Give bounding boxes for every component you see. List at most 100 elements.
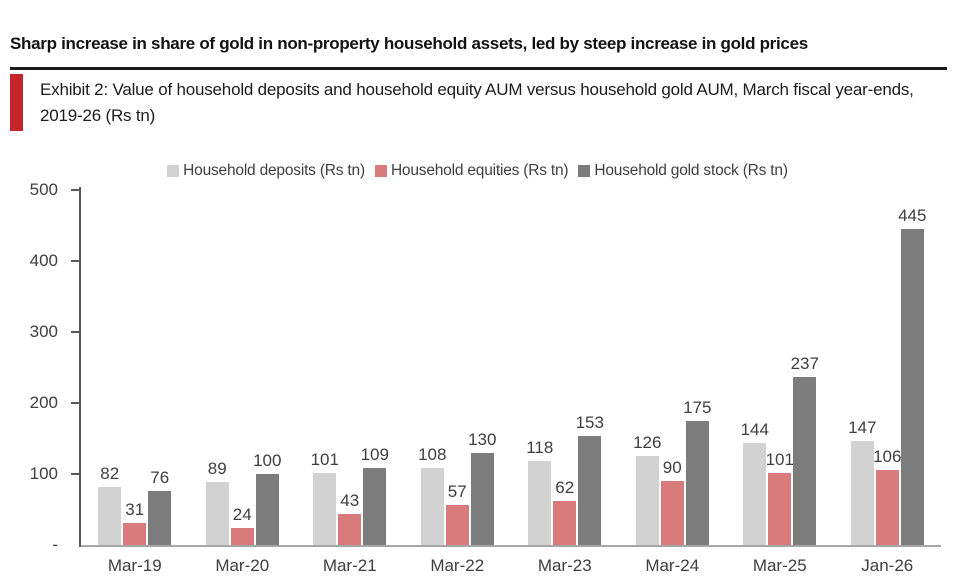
y-tick-label: -	[52, 535, 58, 554]
bar-group-mar-25: 144 101 237	[740, 353, 819, 545]
bar-column: 89	[205, 458, 229, 545]
bar-column: 237	[790, 353, 819, 545]
bar	[685, 420, 709, 545]
y-axis-line	[79, 187, 81, 547]
bar	[230, 527, 254, 545]
bar-column: 109	[360, 444, 389, 545]
bar-data-label: 118	[526, 438, 554, 458]
bar	[445, 504, 469, 545]
legend-label: Household deposits (Rs tn)	[183, 162, 365, 179]
bar-column: 101	[765, 450, 794, 545]
bar	[420, 468, 444, 545]
bar-data-label: 90	[662, 458, 682, 478]
bar-data-label: 108	[418, 445, 447, 465]
plot-area: 82 31 76 89 24 100 101 43 109 108 57 130 118 62 153 126…	[81, 190, 941, 547]
bar	[338, 514, 362, 545]
bar	[793, 376, 817, 545]
x-tick-label: Mar-21	[322, 556, 377, 575]
bar-column: 108	[418, 445, 447, 545]
bar-column: 147	[848, 417, 877, 545]
legend-label: Household equities (Rs tn)	[390, 162, 569, 179]
bar	[553, 500, 577, 545]
y-tick-label: 200	[29, 393, 58, 412]
bar	[528, 461, 552, 545]
legend-marker-icon	[167, 165, 180, 177]
bar-group-mar-23: 118 62 153	[526, 413, 604, 545]
y-tick-label: 400	[29, 251, 58, 270]
bar-column: 43	[338, 491, 362, 545]
bar-column: 24	[230, 505, 254, 545]
x-tick-label: Mar-23	[537, 556, 592, 575]
y-tick-mark	[71, 402, 80, 404]
bar-data-label: 82	[100, 463, 120, 483]
bar-data-label: 62	[555, 477, 575, 497]
bar	[313, 473, 337, 545]
bar-column: 62	[553, 477, 577, 545]
bar-data-label: 237	[790, 353, 819, 373]
bar	[123, 523, 147, 545]
bar-data-label: 100	[253, 451, 282, 470]
bar-column: 175	[683, 397, 712, 545]
bar-data-label: 101	[765, 450, 794, 470]
bar-column: 57	[445, 482, 469, 545]
y-tick-label: 300	[29, 322, 58, 341]
bar-data-label: 126	[633, 432, 662, 452]
title-divider	[10, 67, 947, 70]
bar-column: 130	[468, 430, 496, 545]
bar-group-mar-20: 89 24 100	[205, 451, 282, 545]
bar	[255, 474, 279, 545]
y-tick-label: 100	[29, 464, 58, 483]
bar	[578, 436, 602, 545]
bar-column: 445	[898, 206, 926, 545]
bar-group-mar-19: 82 31 76	[98, 463, 172, 545]
page-title: Sharp increase in share of gold in non-p…	[10, 34, 808, 53]
bar-data-label: 144	[740, 419, 769, 439]
bar	[98, 486, 122, 545]
y-tick-mark	[71, 473, 80, 475]
bar-group-mar-22: 108 57 130	[418, 430, 496, 545]
bar-data-label: 106	[873, 446, 902, 466]
bar	[768, 473, 792, 545]
y-tick-mark	[71, 260, 80, 262]
bar-group-jan-26: 147 106 445	[848, 206, 926, 545]
legend-label: Household gold stock (Rs tn)	[594, 162, 788, 179]
bar-data-label: 89	[207, 458, 227, 478]
bar	[850, 440, 874, 545]
bar	[635, 455, 659, 545]
bar-data-label: 109	[360, 444, 389, 464]
x-tick-label: Mar-19	[107, 556, 162, 575]
bar-data-label: 175	[683, 397, 712, 417]
exhibit-accent-bar	[10, 74, 23, 131]
y-tick-mark	[71, 189, 80, 191]
x-tick-label: Mar-20	[215, 556, 270, 575]
bar-data-label: 147	[848, 417, 877, 437]
bar-group-mar-24: 126 90 175	[633, 397, 712, 545]
bar-column: 118	[526, 438, 554, 545]
y-tick-label: 500	[29, 180, 58, 199]
x-axis-labels: Mar-19 Mar-20 Mar-21 Mar-22 Mar-23 Mar-24 Mar-…	[81, 556, 941, 576]
bar-column: 100	[253, 451, 282, 545]
y-tick-mark	[71, 331, 80, 333]
legend-item-0: Household deposits (Rs tn)	[167, 162, 365, 180]
exhibit-caption: Exhibit 2: Value of household deposits a…	[40, 80, 914, 125]
bar-column: 153	[575, 413, 604, 545]
legend-item-1: Household equities (Rs tn)	[374, 162, 569, 180]
bar	[363, 467, 387, 545]
bar-column: 126	[633, 432, 662, 545]
bar-data-label: 43	[340, 491, 360, 511]
bar	[148, 491, 172, 545]
bar-column: 101	[310, 450, 339, 545]
bar-data-label: 101	[310, 450, 339, 470]
bar-data-label: 153	[575, 413, 604, 433]
bar	[875, 469, 899, 545]
bar	[743, 442, 767, 545]
bar	[470, 452, 494, 545]
legend-item-2: Household gold stock (Rs tn)	[578, 162, 788, 180]
bar-column: 82	[98, 463, 122, 545]
bar	[660, 481, 684, 545]
bar	[205, 481, 229, 545]
legend-marker-icon	[374, 165, 387, 177]
bar-data-label: 31	[125, 500, 145, 519]
bar-column: 76	[148, 468, 172, 545]
